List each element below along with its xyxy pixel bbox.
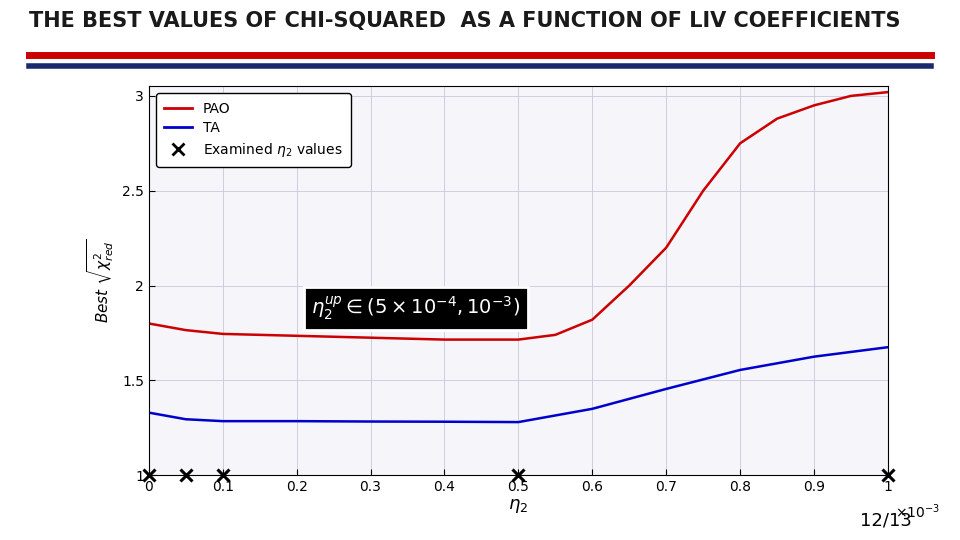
Text: $\times 10^{-3}$: $\times 10^{-3}$ bbox=[896, 502, 941, 521]
Text: 12/13: 12/13 bbox=[860, 511, 912, 529]
X-axis label: $\eta_2$: $\eta_2$ bbox=[509, 497, 528, 515]
Text: THE BEST VALUES OF CHI-SQUARED  AS A FUNCTION OF LIV COEFFICIENTS: THE BEST VALUES OF CHI-SQUARED AS A FUNC… bbox=[29, 11, 900, 31]
Legend: PAO, TA, Examined $\eta_2$ values: PAO, TA, Examined $\eta_2$ values bbox=[156, 93, 351, 167]
Text: $\eta_2^{up} \in (5 \times 10^{-4}, 10^{-3})$: $\eta_2^{up} \in (5 \times 10^{-4}, 10^{… bbox=[311, 295, 520, 322]
Y-axis label: Best $\sqrt{\chi^2_{red}}$: Best $\sqrt{\chi^2_{red}}$ bbox=[86, 238, 116, 323]
